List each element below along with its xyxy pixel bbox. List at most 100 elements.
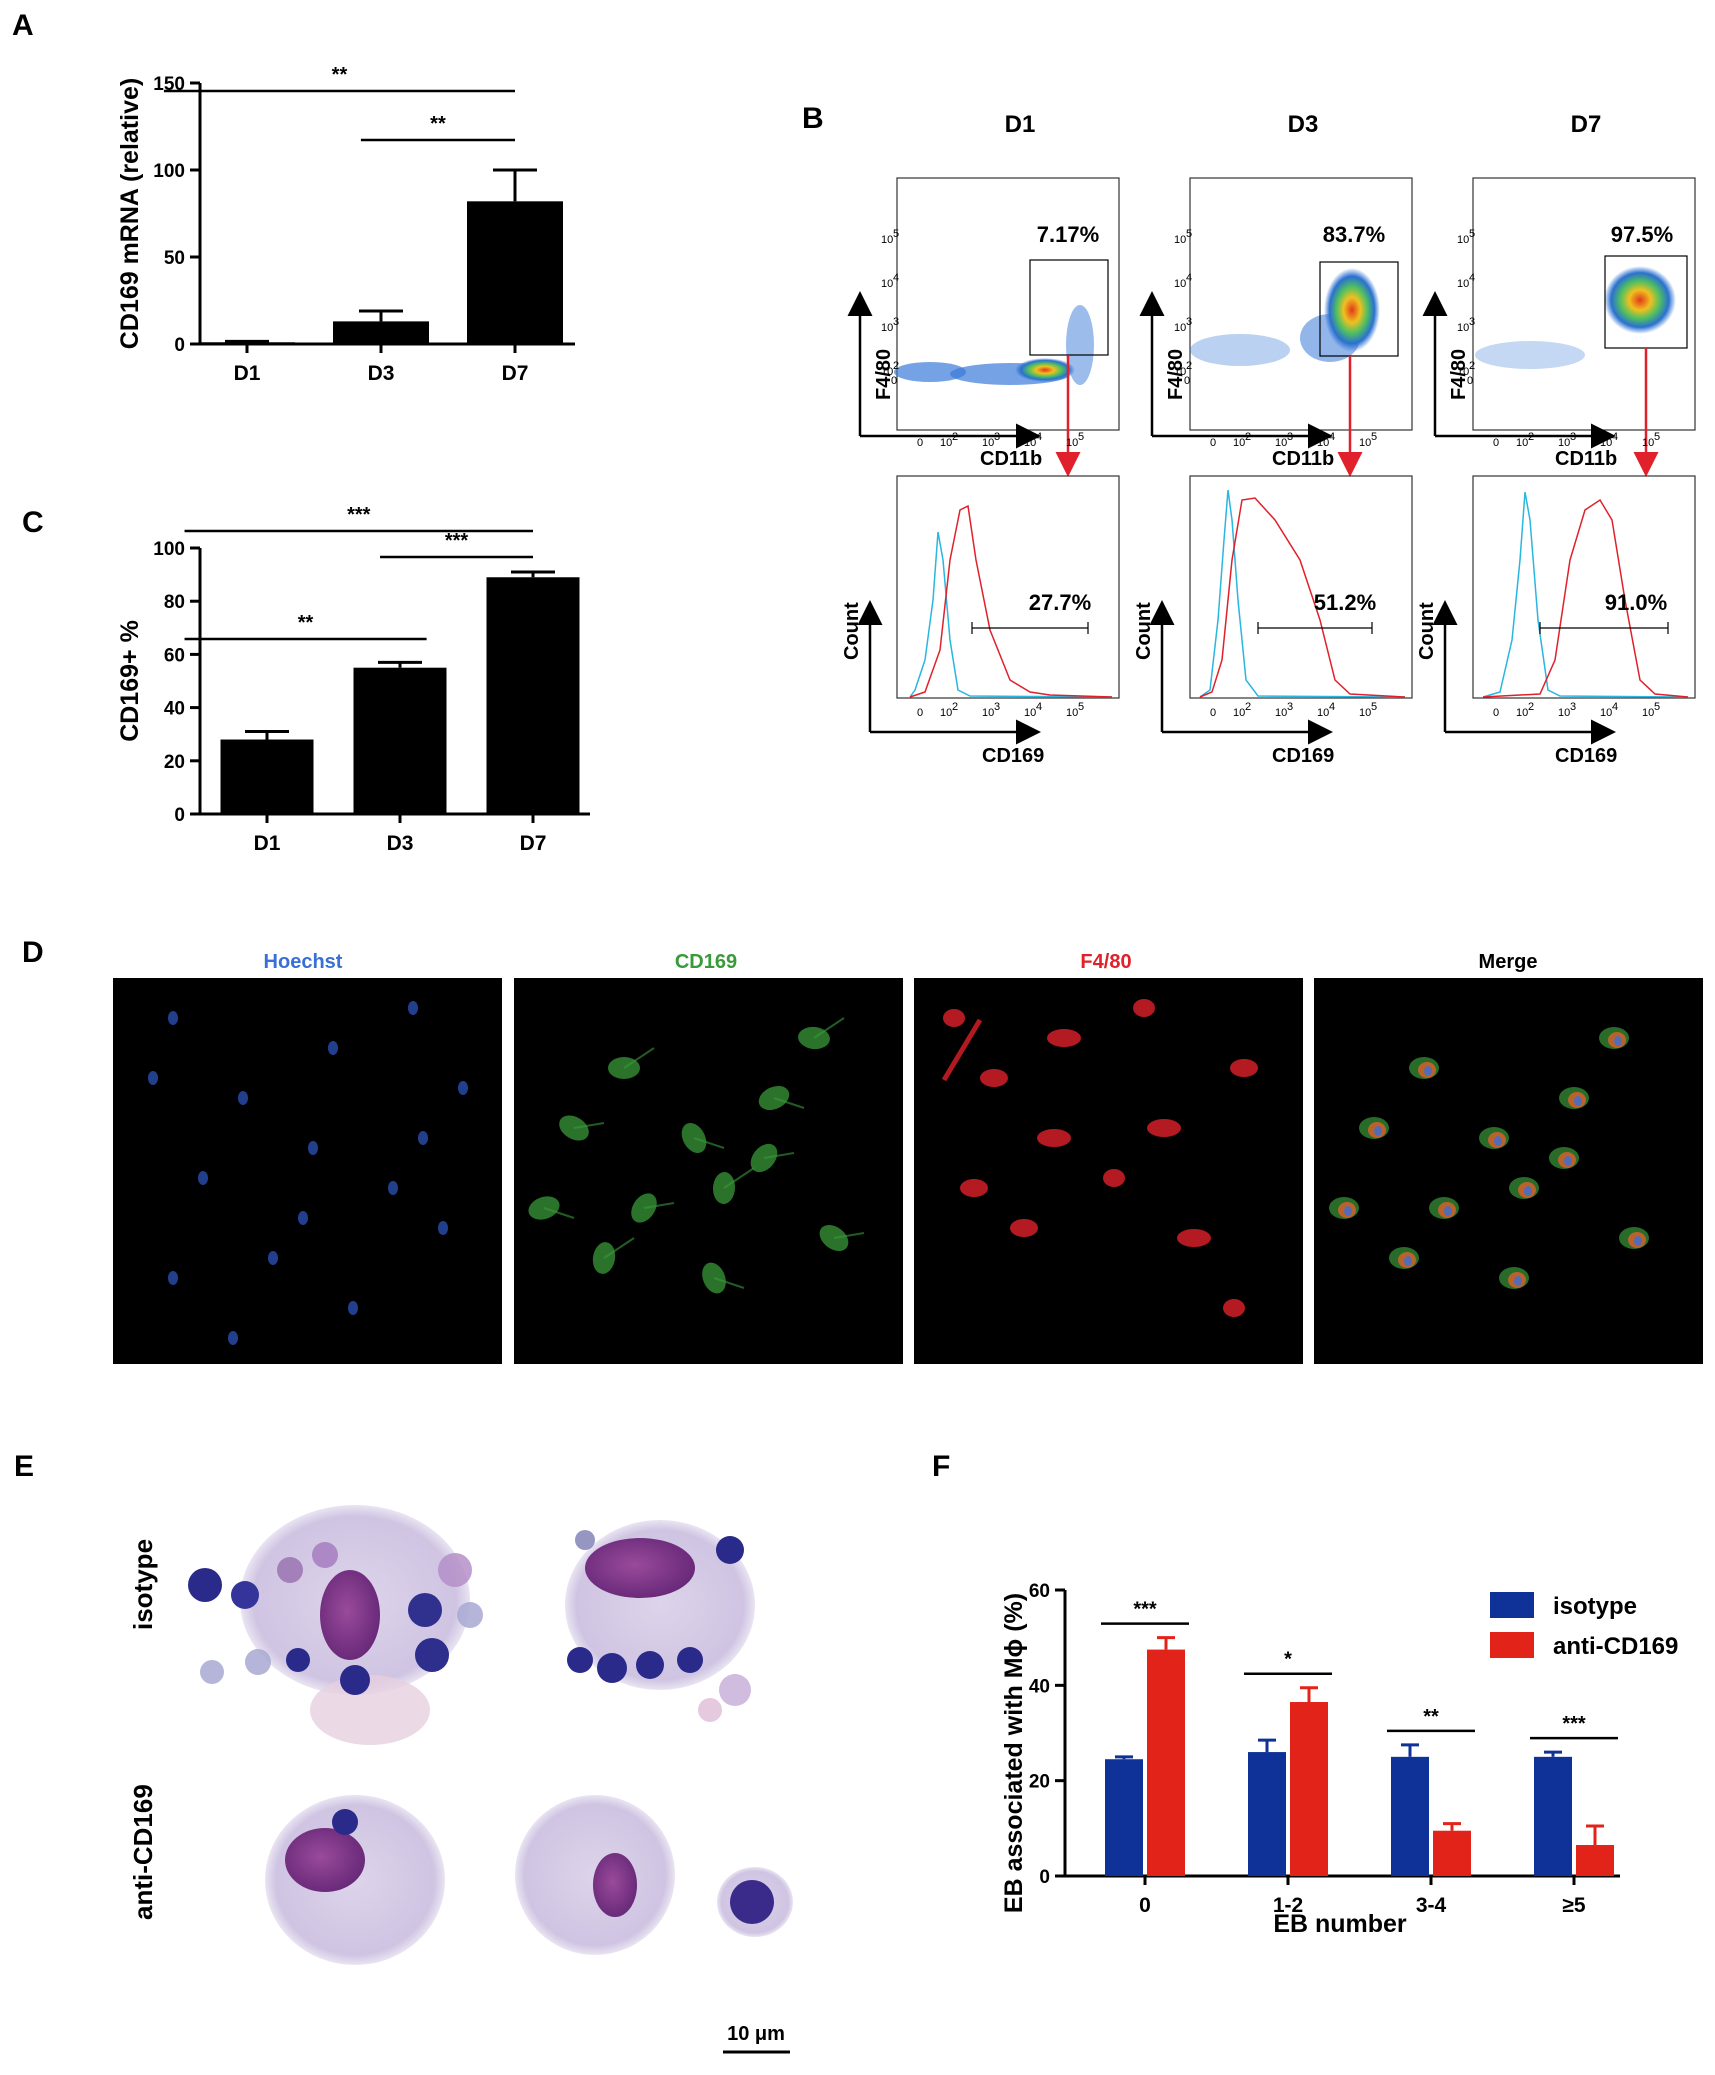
nucleus [458,1081,468,1095]
x-tick-label: ≥5 [1562,1894,1586,1917]
merge-blue [1614,1036,1622,1046]
f480-cell [1223,1299,1245,1317]
dot-plot-d1: 7.17% F4/80 CD11b [847,177,1120,470]
cd169-process [643,1202,675,1209]
significance-label: ** [1423,1706,1439,1728]
y-tick-label: 10 [881,366,893,378]
significance-label: ** [430,113,446,135]
panel-letter-d: D [22,936,44,969]
flow-axis-ticks: 0 10 2 10 3 10 4 10 50 10 2 10 3 10 4 10 510 210 310 410 500… [881,228,1660,719]
x-tick-label: 10 [1600,437,1612,449]
histogram-d7: 91.0% Count CD169 [1416,475,1696,767]
y-tick-label: 100 [153,539,185,560]
bar-isotype [1248,1752,1286,1876]
x-tick-label: 10 [1066,437,1078,449]
bar [220,739,314,814]
micrograph-anti-cd169-cell-1 [265,1795,445,1965]
micrograph-anti-cd169-cell-2 [515,1795,675,1955]
bar-anti-cd169 [1576,1845,1614,1876]
histogram-percent: 27.7% [1029,590,1091,615]
x-tick-label: D7 [502,362,529,385]
x-tick-exponent: 2 [1245,701,1251,713]
nucleus [418,1131,428,1145]
dot-plot-xlabel: CD11b [1555,448,1617,470]
legend-swatch-isotype [1490,1592,1534,1618]
micrograph-isotype-cell-1 [188,1505,483,1745]
gate-percent: 97.5% [1611,222,1673,247]
y-tick-label: 100 [153,161,185,182]
x-tick-label: 10 [1558,707,1570,719]
cd169-process [603,1237,635,1259]
x-tick-exponent: 4 [1329,701,1335,713]
f480-cell [980,1069,1008,1087]
flow-column-d3: D3 83.7% F4/80 CD11b [1133,111,1413,767]
flow-cytometry-panel: D1 7.17% F4/80 CD11b [841,111,1696,767]
x-tick-label: 10 [1359,707,1371,719]
x-tick-exponent: 5 [1078,701,1084,713]
micrograph-isotype-cell-2 [565,1520,755,1722]
y-tick-label: 10 [1457,322,1469,334]
bar-isotype [1391,1756,1429,1876]
x-tick-exponent: 2 [1245,431,1251,443]
f480-cell [1037,1129,1071,1147]
x-tick-label: 10 [1024,437,1036,449]
x-tick-exponent: 3 [994,431,1000,443]
dot-plot-xlabel: CD11b [1272,448,1334,470]
x-tick-label: 10 [1317,437,1329,449]
dot-plot-ylabel: F4/80 [1165,349,1187,400]
nucleus [198,1171,208,1185]
row-label-isotype: isotype [128,1539,158,1630]
legend-swatch-anti-cd169 [1490,1632,1534,1658]
x-tick-exponent: 3 [994,701,1000,713]
y-tick-label: 40 [164,699,185,720]
significance-label: *** [347,504,371,526]
x-tick-exponent: 4 [1329,431,1335,443]
x-tick-label: 10 [1317,707,1329,719]
x-tick-exponent: 5 [1371,701,1377,713]
y-tick-exponent: 3 [893,316,899,328]
x-tick-label: 10 [1558,437,1570,449]
dot-plot-ylabel: F4/80 [1448,349,1470,400]
y-tick-label: 40 [1029,1676,1050,1697]
x-tick-label: 10 [1233,437,1245,449]
x-tick-label: 10 [982,707,994,719]
fluorescent-cells [148,999,1649,1345]
x-tick-label: D3 [368,362,395,385]
flow-day-title: D7 [1571,111,1602,138]
nucleus [268,1251,278,1265]
x-tick-exponent: 5 [1654,431,1660,443]
y-tick-exponent: 2 [1469,360,1475,372]
x-tick-label: 10 [1600,707,1612,719]
histogram-xlabel: CD169 [1555,745,1617,767]
bar [333,321,429,344]
bar-anti-cd169 [1290,1702,1328,1876]
nucleus [238,1091,248,1105]
y-tick-exponent: 2 [1186,360,1192,372]
x-tick-label: 10 [1024,707,1036,719]
y-tick-label: 0 [891,375,897,387]
merge-blue [1344,1206,1352,1216]
y-tick-label: 10 [1457,234,1469,246]
y-tick-label: 10 [1457,366,1469,378]
x-tick-label: 10 [1275,437,1287,449]
y-tick-exponent: 4 [893,272,899,284]
histogram-d1: 27.7% Count CD169 [841,475,1120,767]
dot-plot-gate [1029,259,1109,356]
significance-label: ** [332,64,348,86]
histogram-ylabel: Count [841,602,863,660]
y-tick-label: 0 [1184,375,1190,387]
flow-day-title: D1 [1005,111,1036,138]
bar [353,667,447,814]
nucleus [168,1271,178,1285]
cd169-process [713,1277,745,1289]
y-tick-exponent: 4 [1469,272,1475,284]
histogram-d3: 51.2% Count CD169 [1133,475,1413,767]
x-tick-label: D7 [520,832,547,855]
merge-blue [1524,1186,1532,1196]
x-tick-label: 3-4 [1416,1894,1447,1917]
nucleus [348,1301,358,1315]
merge-blue [1404,1256,1412,1266]
